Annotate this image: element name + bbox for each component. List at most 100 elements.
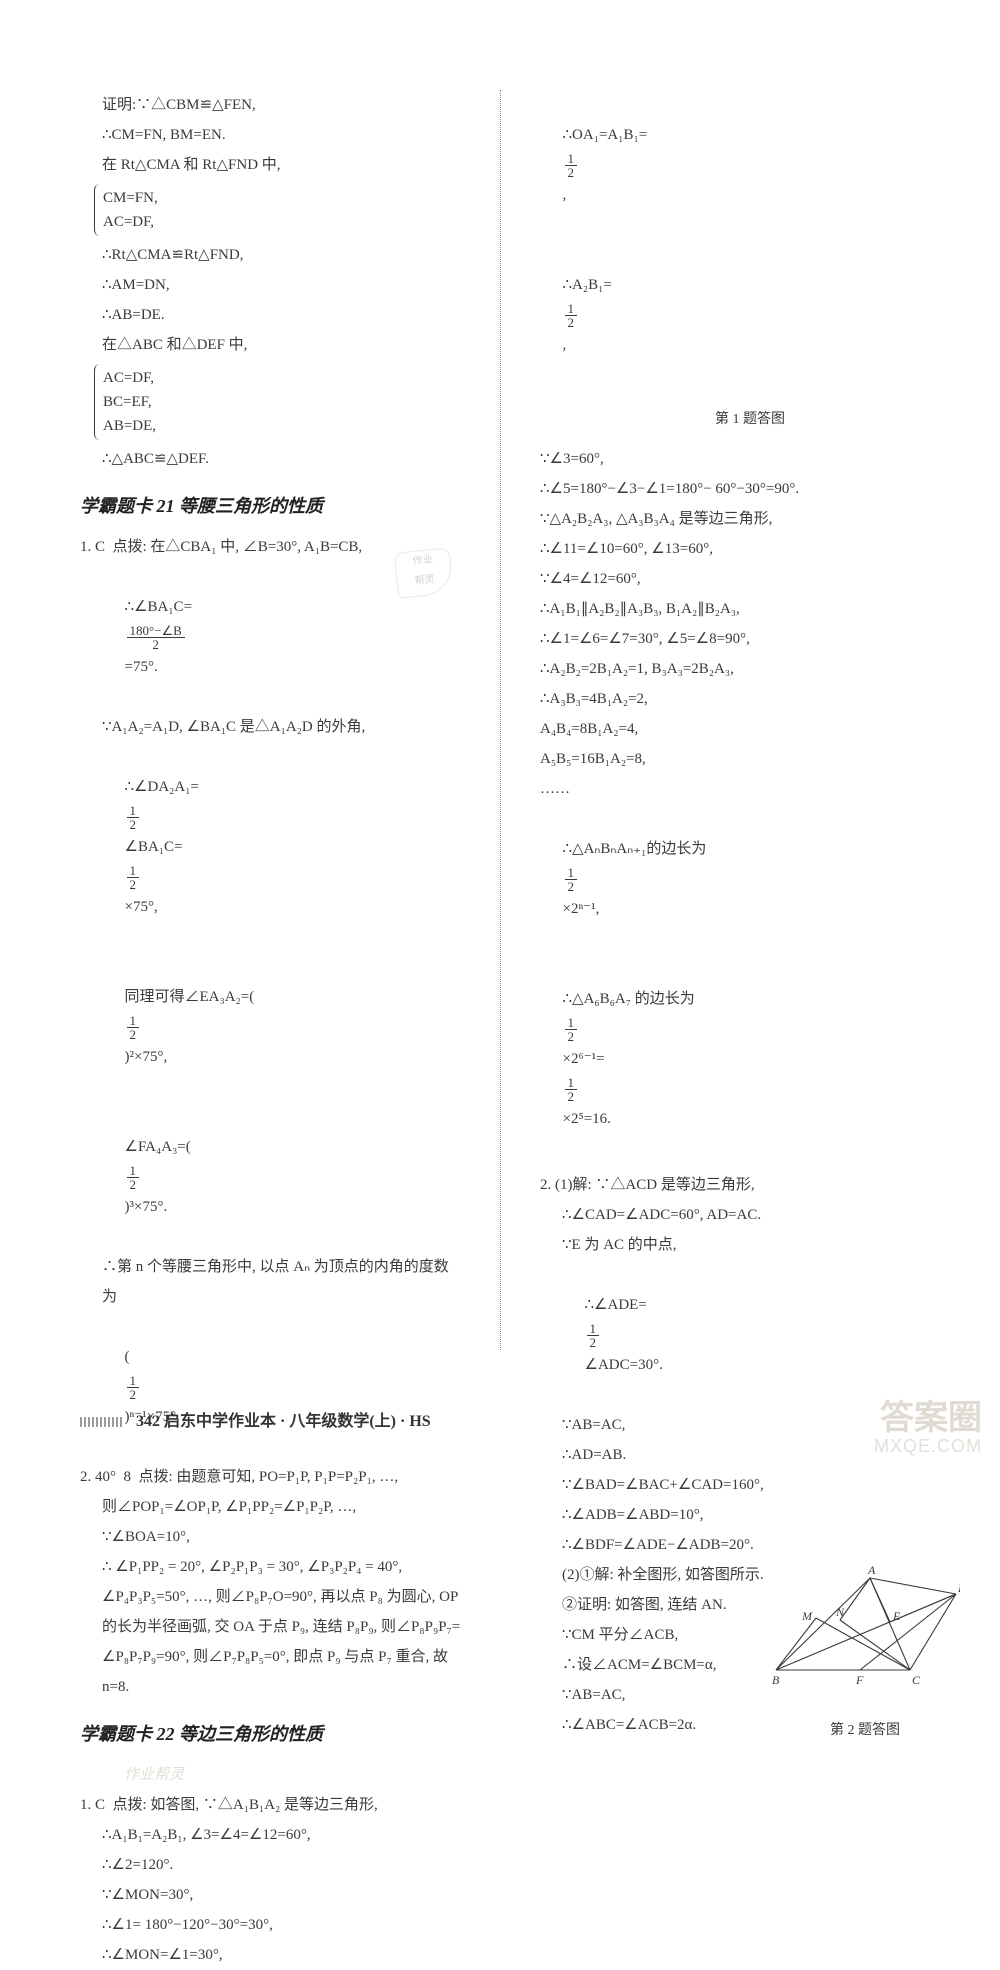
section-title-21: 学霸题卡 21 等腰三角形的性质 [80, 488, 462, 524]
r-line: ∴A₁B₁∥A₂B₂∥A₃B₃, B₁A₂∥B₂A₃, [540, 594, 960, 624]
page-footer: 342 启东中学作业本 · 八年级数学(上) · HS [80, 1407, 431, 1431]
txt: ∴∠BA₁C= [125, 599, 193, 615]
den: 2 [565, 1030, 578, 1043]
txt: 同理可得∠EA₃A₂=( [125, 989, 255, 1005]
r-line: ∵E 为 AC 的中点, [540, 1230, 960, 1260]
r-line: ∴∠1=∠6=∠7=30°, ∠5=∠8=90°, [540, 624, 960, 654]
q2-line: 2. 40° 8 点拨: 由题意可知, PO=P₁P, P₁P=P₂P₁, …, [80, 1462, 462, 1492]
figure-2: BFCADMNE [770, 1560, 960, 1700]
r-line: ∵△A₂B₂A₃, △A₃B₃A₄ 是等边三角形, [540, 504, 960, 534]
svg-text:E: E [892, 1609, 901, 1623]
num: 1 [565, 1076, 578, 1090]
brace: AC=DF, BC=EF, AB=DE, [94, 364, 462, 440]
fraction: 180°−∠B2 [127, 624, 185, 651]
right-column: ∴OA₁=A₁B₁= 12 , ∴A₂B₁= 12 , OA₁A₂A₃A₄NB₁… [540, 90, 960, 1320]
txt: ( [125, 1349, 130, 1365]
r-line: ∴∠5=180°−∠3−∠1=180°− 60°−30°=90°. [540, 474, 960, 504]
q3-line: ∴∠2=120°. [80, 1850, 462, 1880]
proof-line: 证明:∵△CBM≌△FEN, [80, 90, 462, 120]
fraction: 12 [565, 302, 578, 329]
r-line: ∴A₂B₁= 12 , [540, 240, 960, 390]
num: 1 [127, 864, 140, 878]
proof-line: ∴Rt△CMA≌Rt△FND, [80, 240, 462, 270]
svg-text:D: D [957, 1581, 960, 1595]
num: 1 [127, 1014, 140, 1028]
column-divider [500, 90, 502, 1350]
figure-2-wrap: ∵AB=AC, ∴AD=AB. ∵∠BAD=∠BAC+∠CAD=160°, ∴∠… [540, 1410, 960, 1740]
r-line: ∴∠11=∠10=60°, ∠13=60°, [540, 534, 960, 564]
txt: ∴△AₙBₙAₙ₊₁的边长为 [563, 841, 707, 857]
r-line: ∵∠3=60°, [540, 444, 960, 474]
q2-line: 的长为半径画弧, 交 OA 于点 P₉, 连结 P₈P₉, 则∠P₈P₉P₇= [80, 1612, 462, 1642]
den: 2 [127, 878, 140, 891]
section-title-22: 学霸题卡 22 等边三角形的性质 [80, 1716, 462, 1752]
brace-line: AC=DF, [103, 366, 462, 390]
txt: ∠BA₁C= [125, 839, 183, 855]
brace-line: CM=FN, [103, 186, 462, 210]
den: 2 [565, 316, 578, 329]
left-column: 证明:∵△CBM≌△FEN, ∴CM=FN, BM=EN. 在 Rt△CMA 和… [80, 90, 462, 1320]
brace-line: BC=EF, [103, 390, 462, 414]
q3-line: 1. C 点拨: 如答图, ∵△A₁B₁A₂ 是等边三角形, [80, 1790, 462, 1820]
proof-line: 在 Rt△CMA 和 Rt△FND 中, [80, 150, 462, 180]
faint-watermark-text: 作业帮灵 [80, 1760, 462, 1790]
page: 证明:∵△CBM≌△FEN, ∴CM=FN, BM=EN. 在 Rt△CMA 和… [0, 0, 1000, 1380]
num: 1 [565, 302, 578, 316]
watermark-sub: MXQE.COM [874, 1437, 982, 1457]
proof-line: ∴△ABC≌△DEF. [80, 444, 462, 474]
txt: ∴∠ADE= [585, 1297, 647, 1313]
txt: ∴OA₁=A₁B₁= [563, 127, 648, 143]
r-line: 2. (1)解: ∵△ACD 是等边三角形, [540, 1170, 960, 1200]
r-line: ∴∠ADB=∠ABD=10°, [540, 1500, 960, 1530]
fraction: 12 [127, 1374, 140, 1401]
r-line: ∴A₃B₃=4B₁A₂=2, [540, 684, 960, 714]
figure-2-caption: 第 2 题答图 [770, 1717, 960, 1745]
txt: ∴∠DA₂A₁= [125, 779, 199, 795]
den: 2 [127, 1028, 140, 1041]
fraction: 12 [565, 1016, 578, 1043]
footer-text: 342 启东中学作业本 · 八年级数学(上) · HS [136, 1413, 431, 1430]
num: 1 [587, 1322, 600, 1336]
svg-text:N: N [835, 1605, 845, 1619]
r-line: ∴∠BDF=∠ADE−∠ADB=20°. [540, 1530, 960, 1560]
num: 1 [127, 1374, 140, 1388]
figure-1-caption: 第 1 题答图 [540, 406, 960, 434]
den: 2 [127, 1388, 140, 1401]
q3-line: ∴∠1= 180°−120°−30°=30°, [80, 1910, 462, 1940]
fraction: 12 [127, 804, 140, 831]
svg-text:F: F [855, 1673, 864, 1687]
q2-line: ∵∠BOA=10°, [80, 1522, 462, 1552]
r-line: ∴△A₆B₆A₇ 的边长为 12 ×2⁶⁻¹= 12 ×2⁵=16. [540, 954, 960, 1164]
fraction: 12 [127, 1014, 140, 1041]
figure-2-block: BFCADMNE 第 2 题答图 [770, 1560, 960, 1755]
r-line: ∴A₂B₂=2B₁A₂=1, B₃A₃=2B₂A₃, [540, 654, 960, 684]
r-line: ∵∠BAD=∠BAC+∠CAD=160°, [540, 1470, 960, 1500]
proof-line: ∴AB=DE. [80, 300, 462, 330]
r-line: ∴∠ADE= 12 ∠ADC=30°. [540, 1260, 960, 1410]
den: 2 [127, 818, 140, 831]
r-line: ∵∠4=∠12=60°, [540, 564, 960, 594]
num: 1 [127, 804, 140, 818]
den: 2 [587, 1336, 600, 1349]
q1-line: ∴第 n 个等腰三角形中, 以点 Aₙ 为顶点的内角的度数为 [80, 1252, 462, 1312]
proof-line: 在△ABC 和△DEF 中, [80, 330, 462, 360]
q2-line: ∠P₄P₃P₅=50°, …, 则∠P₈P₇O=90°, 再以点 P₈ 为圆心,… [80, 1582, 462, 1612]
q1-line: ∴∠DA₂A₁= 12 ∠BA₁C= 12 ×75°, [80, 742, 462, 952]
r-line: ∴△AₙBₙAₙ₊₁的边长为 12 ×2ⁿ⁻¹, [540, 804, 960, 954]
q3-line: ∵∠MON=30°, [80, 1880, 462, 1910]
q1-line: 同理可得∠EA₃A₂=( 12 )²×75°, [80, 952, 462, 1102]
txt: ×2⁶⁻¹= [563, 1051, 605, 1067]
q3-line: ∴∠MON=∠1=30°, [80, 1940, 462, 1970]
txt: ∠FA₄A₃=( [125, 1139, 191, 1155]
den: 2 [565, 166, 578, 179]
q2-line: n=8. [80, 1672, 462, 1702]
txt: ×75°, [125, 899, 158, 915]
brace: CM=FN, AC=DF, [94, 184, 462, 236]
brace-line: AB=DE, [103, 414, 462, 438]
txt: ×2⁵=16. [563, 1111, 611, 1127]
fraction: 12 [565, 866, 578, 893]
txt: ×2ⁿ⁻¹, [563, 901, 600, 917]
watermark: 答案圈 MXQE.COM [874, 1400, 982, 1457]
den: 2 [127, 1178, 140, 1191]
q1-line: ∠FA₄A₃=( 12 )³×75°. [80, 1102, 462, 1252]
